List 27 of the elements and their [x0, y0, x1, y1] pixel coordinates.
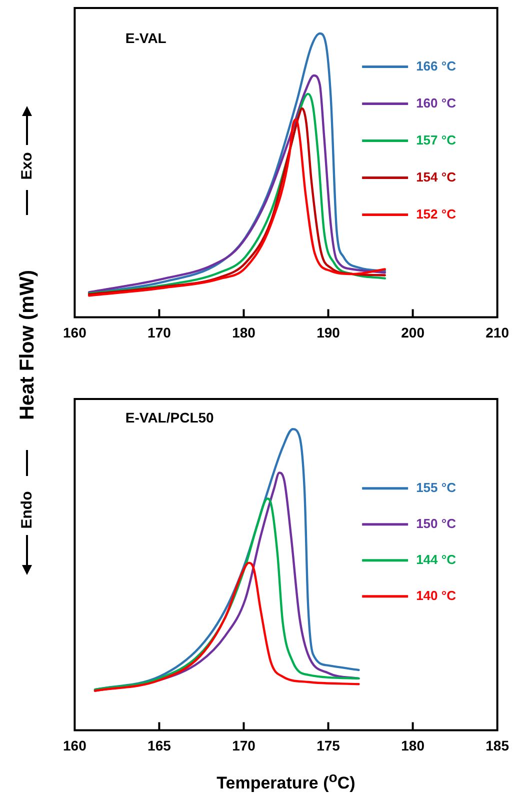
legend-label: 155 °C	[416, 480, 457, 495]
x-tick-label: 165	[148, 737, 172, 754]
x-tick-label: 180	[401, 737, 425, 754]
x-tick-label: 160	[63, 324, 87, 340]
x-tick-label: 190	[316, 324, 340, 340]
legend-label: 166 °C	[416, 58, 457, 74]
x-tick-label: 200	[401, 324, 425, 340]
legend-label: 150 °C	[416, 516, 457, 531]
x-tick-label: 160	[63, 737, 87, 754]
legend-label: 144 °C	[416, 552, 457, 567]
chart-title: E-VAL/PCL50	[125, 410, 214, 426]
x-tick-label: 170	[232, 737, 256, 754]
x-axis-title: Temperature ($^{o}$C)	[216, 770, 356, 794]
legend-label: 157 °C	[416, 132, 457, 148]
legend-label: 160 °C	[416, 95, 457, 110]
y-axis-title: Heat Flow (mW)	[16, 270, 40, 420]
x-tick-label: 175	[316, 737, 340, 754]
legend-label: 140 °C	[416, 588, 457, 603]
legend-label: 152 °C	[416, 206, 457, 222]
text: Endo	[18, 491, 36, 529]
x-tick-label: 210	[486, 324, 510, 340]
chart-title: E-VAL	[125, 30, 167, 46]
x-tick-label: 185	[486, 737, 510, 754]
text: Exo	[18, 152, 36, 180]
x-tick-label: 170	[148, 324, 172, 340]
x-tick-label: 180	[232, 324, 256, 340]
legend-label: 154 °C	[416, 169, 457, 184]
